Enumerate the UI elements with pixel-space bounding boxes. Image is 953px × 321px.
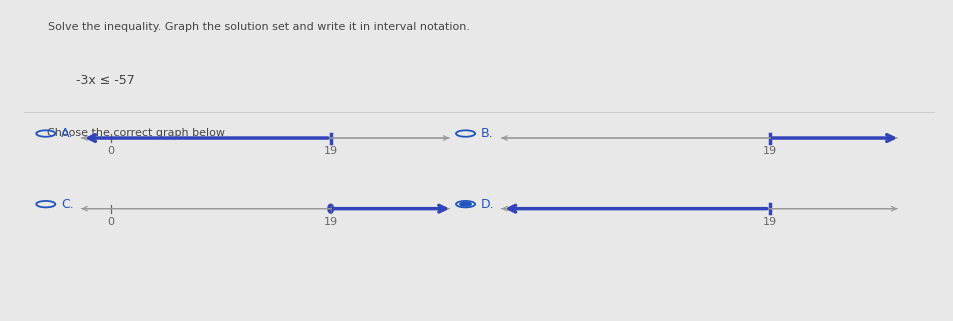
Text: A.: A. xyxy=(61,127,73,140)
Text: 0: 0 xyxy=(108,216,114,227)
Text: C.: C. xyxy=(61,198,73,211)
Text: 0: 0 xyxy=(108,146,114,156)
Text: 19: 19 xyxy=(323,216,337,227)
Text: 19: 19 xyxy=(761,216,776,227)
Text: Choose the correct graph below: Choose the correct graph below xyxy=(47,128,224,138)
Text: 19: 19 xyxy=(761,146,776,156)
Text: D.: D. xyxy=(480,198,494,211)
Text: B.: B. xyxy=(480,127,493,140)
Text: Solve the inequality. Graph the solution set and write it in interval notation.: Solve the inequality. Graph the solution… xyxy=(48,22,469,32)
Text: 19: 19 xyxy=(323,146,337,156)
Text: -3x ≤ -57: -3x ≤ -57 xyxy=(76,74,135,87)
